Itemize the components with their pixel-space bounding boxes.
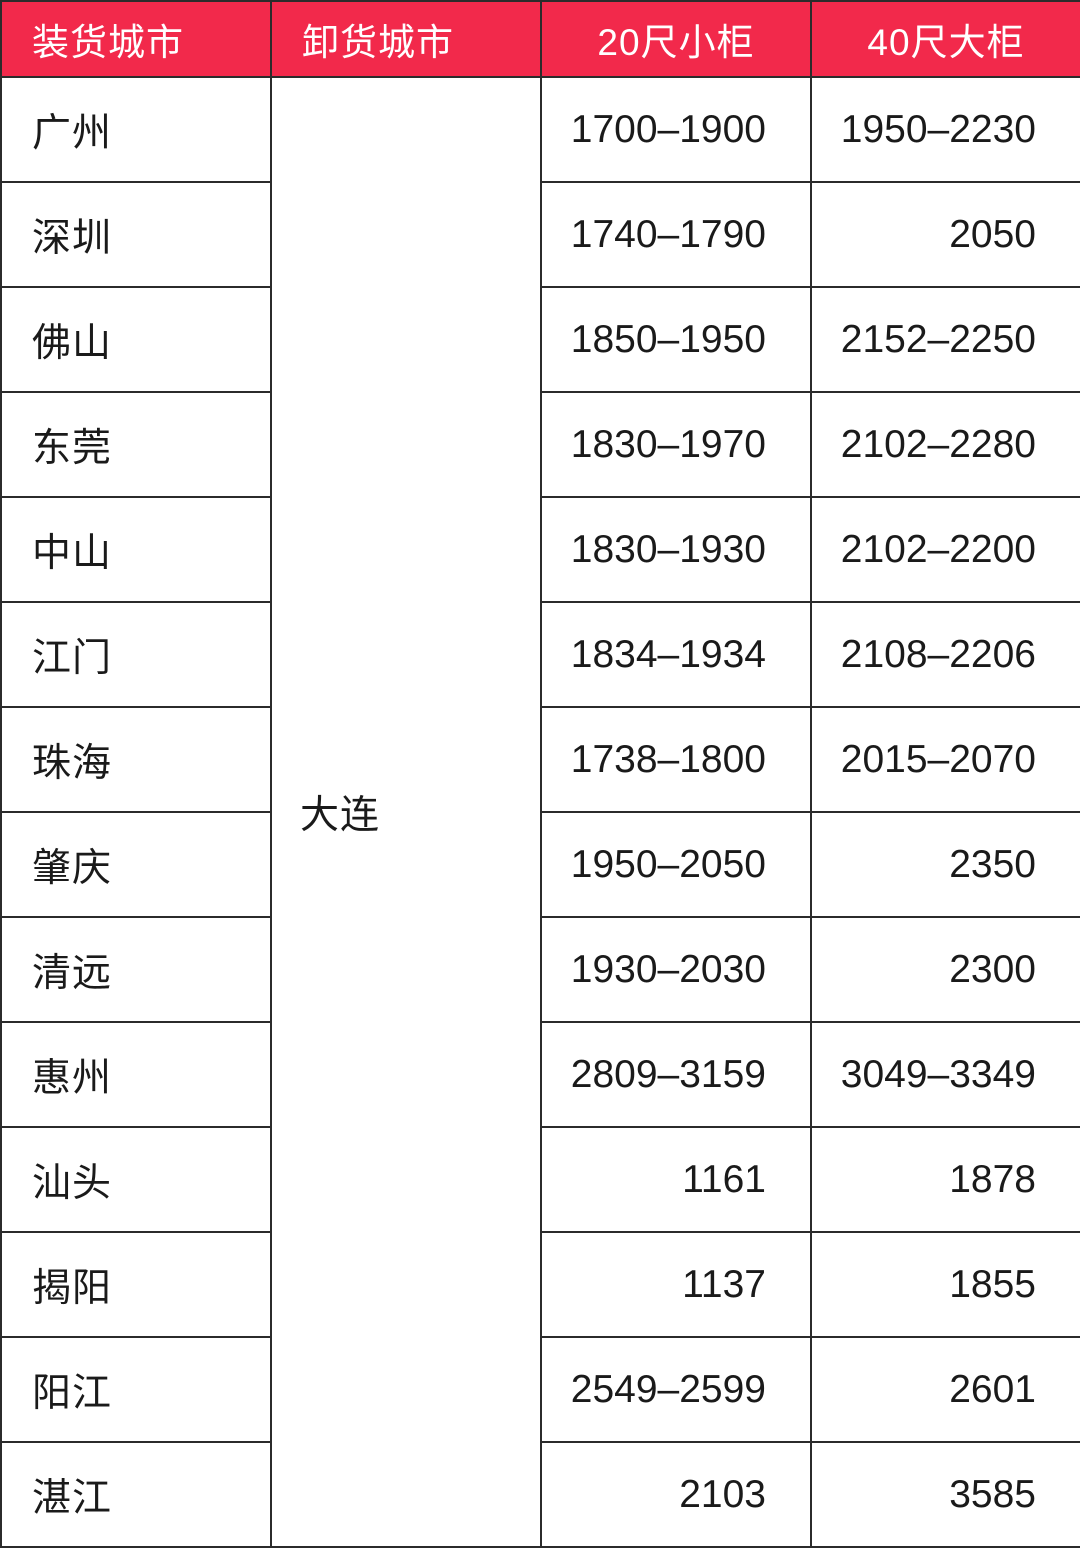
price-40ft-cell: 1855 [810,1231,1080,1338]
price-20ft-cell: 1834–1934 [540,601,812,708]
load-city-cell: 湛江 [0,1441,272,1548]
price-40ft-cell: 2102–2280 [810,391,1080,498]
load-city-cell: 中山 [0,496,272,603]
price-40ft-cell: 2108–2206 [810,601,1080,708]
table-row: 阳江 2549–2599 2601 [0,1336,1080,1443]
unload-city-cell: 大连 [270,76,542,1548]
header-20ft: 20尺小柜 [540,0,812,78]
price-40ft-cell: 1950–2230 [810,76,1080,183]
price-20ft-cell: 2549–2599 [540,1336,812,1443]
load-city-cell: 广州 [0,76,272,183]
price-20ft-cell: 2809–3159 [540,1021,812,1128]
header-unload-city: 卸货城市 [270,0,542,78]
header-load-city: 装货城市 [0,0,272,78]
price-40ft-cell: 2152–2250 [810,286,1080,393]
price-40ft-cell: 2102–2200 [810,496,1080,603]
table-row: 中山 1830–1930 2102–2200 [0,496,1080,603]
price-40ft-cell: 2050 [810,181,1080,288]
price-20ft-cell: 1830–1970 [540,391,812,498]
table-row: 惠州 2809–3159 3049–3349 [0,1021,1080,1128]
load-city-cell: 揭阳 [0,1231,272,1338]
load-city-cell: 东莞 [0,391,272,498]
load-city-cell: 阳江 [0,1336,272,1443]
load-city-cell: 江门 [0,601,272,708]
price-40ft-cell: 3585 [810,1441,1080,1548]
load-city-cell: 汕头 [0,1126,272,1233]
table-row: 佛山 1850–1950 2152–2250 [0,286,1080,393]
price-20ft-cell: 1740–1790 [540,181,812,288]
load-city-cell: 清远 [0,916,272,1023]
price-40ft-cell: 2601 [810,1336,1080,1443]
table-row: 东莞 1830–1970 2102–2280 [0,391,1080,498]
price-40ft-cell: 2350 [810,811,1080,918]
load-city-cell: 肇庆 [0,811,272,918]
table-row: 清远 1930–2030 2300 [0,916,1080,1023]
price-20ft-cell: 1137 [540,1231,812,1338]
table-header: 装货城市 卸货城市 20尺小柜 40尺大柜 [0,0,1080,78]
header-row: 装货城市 卸货城市 20尺小柜 40尺大柜 [0,0,1080,78]
price-20ft-cell: 1161 [540,1126,812,1233]
price-20ft-cell: 1830–1930 [540,496,812,603]
table-row: 江门 1834–1934 2108–2206 [0,601,1080,708]
load-city-cell: 珠海 [0,706,272,813]
price-40ft-cell: 3049–3349 [810,1021,1080,1128]
table-row: 汕头 1161 1878 [0,1126,1080,1233]
price-20ft-cell: 1700–1900 [540,76,812,183]
table-row: 湛江 2103 3585 [0,1441,1080,1548]
table-row: 揭阳 1137 1855 [0,1231,1080,1338]
table-row: 肇庆 1950–2050 2350 [0,811,1080,918]
table-row: 广州 大连 1700–1900 1950–2230 [0,76,1080,1548]
price-20ft-cell: 2103 [540,1441,812,1548]
table-row: 珠海 1738–1800 2015–2070 [0,706,1080,813]
header-40ft: 40尺大柜 [810,0,1080,78]
price-40ft-cell: 2015–2070 [810,706,1080,813]
table-body: 广州 大连 1700–1900 1950–2230 深圳 1740–1790 2050 佛山 1… [0,76,1080,1548]
price-20ft-cell: 1850–1950 [540,286,812,393]
load-city-cell: 佛山 [0,286,272,393]
price-20ft-cell: 1738–1800 [540,706,812,813]
load-city-cell: 深圳 [0,181,272,288]
price-20ft-cell: 1950–2050 [540,811,812,918]
load-city-cell: 惠州 [0,1021,272,1128]
price-20ft-cell: 1930–2030 [540,916,812,1023]
price-40ft-cell: 2300 [810,916,1080,1023]
price-40ft-cell: 1878 [810,1126,1080,1233]
table-row: 深圳 1740–1790 2050 [0,181,1080,288]
